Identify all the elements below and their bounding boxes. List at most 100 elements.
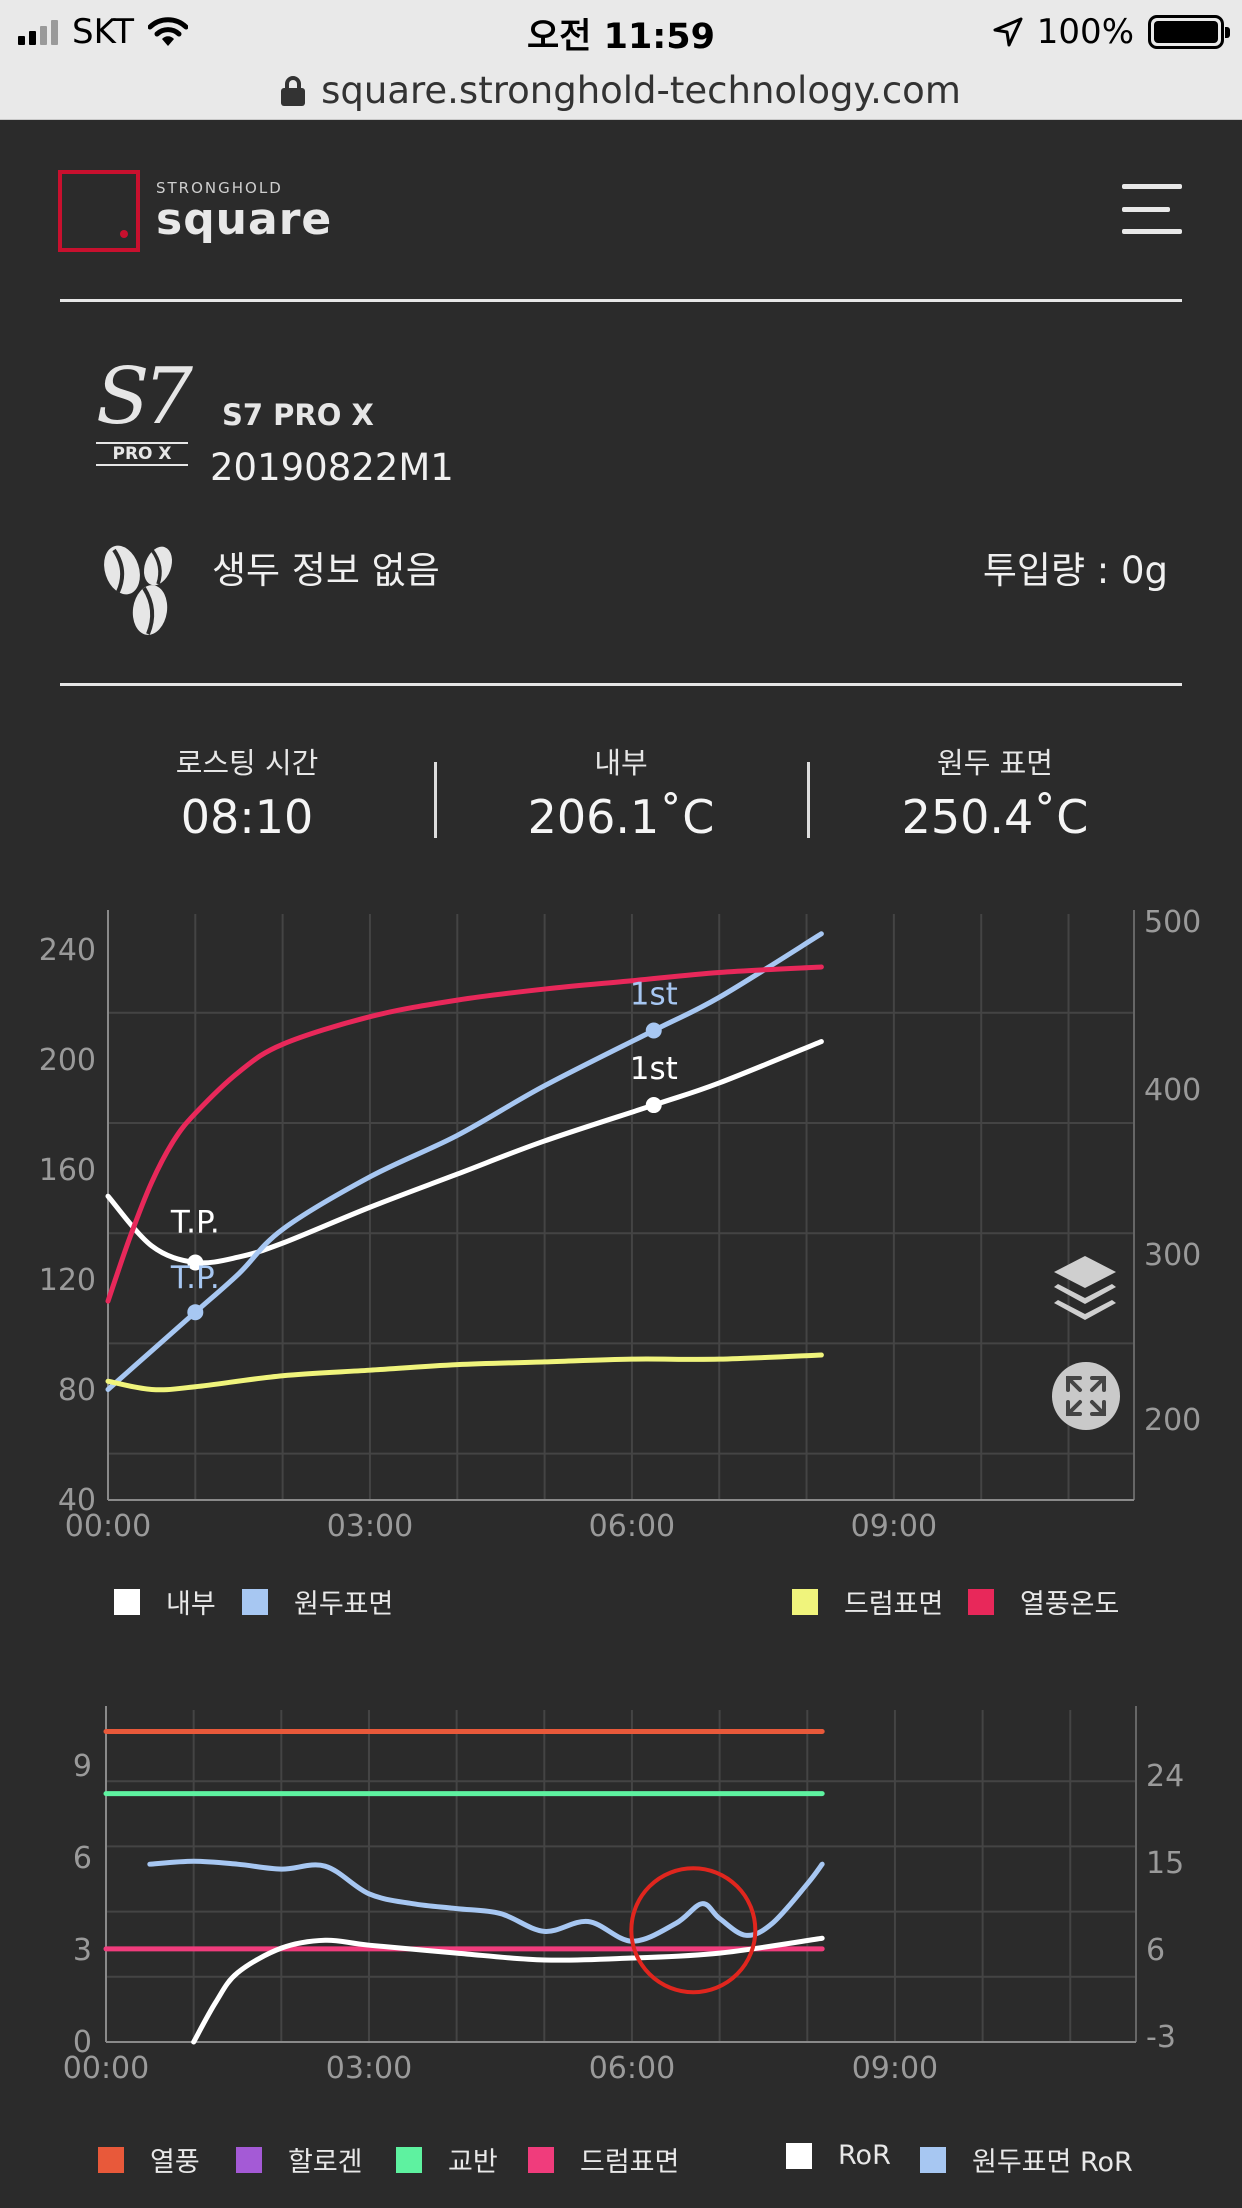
hamburger-menu-button[interactable] [1122,184,1182,234]
legend-label: RoR [838,2140,891,2171]
divider [60,683,1182,686]
brand-top-text: STRONGHOLD [156,178,283,197]
y-tick-label: 120 [39,1263,96,1298]
x-tick-label: 09:00 [851,1509,937,1544]
location-arrow-icon [993,17,1023,47]
stat-label: 내부 [594,746,648,780]
stat-value: 250.4˚C [901,790,1089,844]
legend-swatch [968,1588,994,1615]
y-tick-label: 240 [39,933,96,968]
event-label: 1st [630,976,678,1012]
x-tick-label: 06:00 [589,1509,675,1544]
y-right-tick-label: 200 [1144,1403,1201,1438]
menu-bar [1122,184,1182,189]
temperature-chart-svg: 00:00 03:00 06:00 09:00 40 80 120 160 200 240 200 3… [39,905,1202,1544]
series-line-원두표면-RoR [147,1858,825,1944]
fullscreen-button[interactable] [1052,1362,1120,1430]
signal-icon [18,19,58,45]
menu-bar [1122,206,1170,212]
legend-swatch [920,2146,946,2173]
legend-item[interactable]: 드럼표면 [528,2140,679,2179]
y-right-tick-label: 400 [1144,1073,1201,1108]
coffee-beans-icon [104,545,173,635]
event-marker [645,1097,662,1114]
legend-item[interactable]: 원두표면 [242,1582,393,1621]
event-marker [645,1022,662,1039]
legend-swatch [114,1588,140,1615]
legend-item[interactable]: 원두표면 RoR [920,2140,1133,2179]
event-marker [187,1304,204,1321]
legend-label: 할로겐 [288,2147,363,2178]
y-right-tick-label: 500 [1144,905,1201,940]
battery-percent: 100% [1036,12,1134,52]
s7-logo: S7 PRO X [96,352,193,488]
series-line-드럼표면 [105,1352,824,1393]
x-tick-label: 03:00 [326,2051,412,2086]
legend-label: 드럼표면 [580,2147,680,2178]
y-right-tick-label: 300 [1144,1238,1201,1273]
battery-icon [1148,15,1230,49]
series-line-RoR [191,1935,825,2045]
legend-swatch [528,2146,554,2173]
menu-bar [1122,229,1182,234]
status-bar: SKT 오전 11:59 100% [0,0,1242,62]
legend-label: 원두표면 [294,1589,394,1620]
ror-chart-svg: 00:00 03:00 06:00 09:00 0 3 6 9 -3 6 15 24 [63,1706,1184,2086]
series-line-열풍온도 [105,964,824,1304]
y-tick-label: 200 [39,1043,96,1078]
legend-swatch [236,2146,262,2173]
legend-item[interactable]: RoR [786,2140,891,2171]
expand-icon [1066,1376,1106,1416]
ror-chart: 00:00 03:00 06:00 09:00 0 3 6 9 -3 6 15 24 [0,1700,1242,2100]
stat-divider [434,762,437,838]
event-marker [187,1254,204,1271]
brand-main-text: square [156,193,333,245]
y-tick-label: 40 [58,1483,96,1518]
y-right-tick-label: -3 [1146,2020,1176,2055]
carrier-label: SKT [72,12,135,52]
stat-label: 로스팅 시간 [175,746,319,780]
brand-mark-icon [58,170,140,252]
machine-serial: 20190822M1 [210,446,454,489]
stat-internal-temp: 내부 206.1˚C [434,740,808,844]
legend-item[interactable]: 열풍온도 [968,1582,1119,1621]
legend-label: 열풍 [150,2147,200,2178]
machine-model: S7 PRO X [222,398,374,432]
input-amount: 투입량 : 0g [982,549,1168,592]
legend-item[interactable]: 열풍 [98,2140,200,2179]
x-tick-label: 00:00 [65,1509,151,1544]
y-tick-label: 160 [39,1153,96,1188]
x-tick-label: 03:00 [327,1509,413,1544]
stat-divider [807,762,810,838]
event-label: T.P. [170,1204,220,1240]
y-tick-label: 80 [58,1373,96,1408]
legend-item[interactable]: 내부 [114,1582,216,1621]
highlight-circle [629,1866,758,1995]
stat-roast-time: 로스팅 시간 08:10 [60,740,434,844]
legend-item[interactable]: 드럼표면 [792,1582,943,1621]
wifi-icon [148,17,189,46]
legend-item[interactable]: 교반 [396,2140,498,2179]
status-right: 100% [993,10,1230,54]
s7-logo-sub: PRO X [96,442,188,466]
stat-bean-surface-temp: 원두 표면 250.4˚C [808,740,1182,844]
temperature-chart: 00:00 03:00 06:00 09:00 40 80 120 160 200 240 200 3… [0,900,1242,1580]
lock-icon [281,75,306,106]
legend-swatch [98,2146,124,2173]
stat-label: 원두 표면 [937,746,1053,780]
event-label: 1st [630,1051,678,1087]
legend-item[interactable]: 할로겐 [236,2140,363,2179]
address-bar[interactable]: square.stronghold-technology.com [0,62,1242,120]
legend-swatch [242,1588,268,1615]
bean-info: 생두 정보 없음 [212,549,440,592]
status-time: 오전 11:59 [527,17,715,57]
y-right-tick-label: 24 [1146,1759,1184,1794]
s7-logo-mark: S7 [96,352,193,442]
brand-logo[interactable]: STRONGHOLD square [58,170,332,252]
layers-icon[interactable] [1050,1252,1120,1332]
stat-value: 206.1˚C [527,790,715,844]
legend-swatch [396,2146,422,2173]
url-text[interactable]: square.stronghold-technology.com [321,69,961,112]
y-tick-label: 3 [73,1933,92,1968]
series-line-원두표면 [105,931,824,1393]
